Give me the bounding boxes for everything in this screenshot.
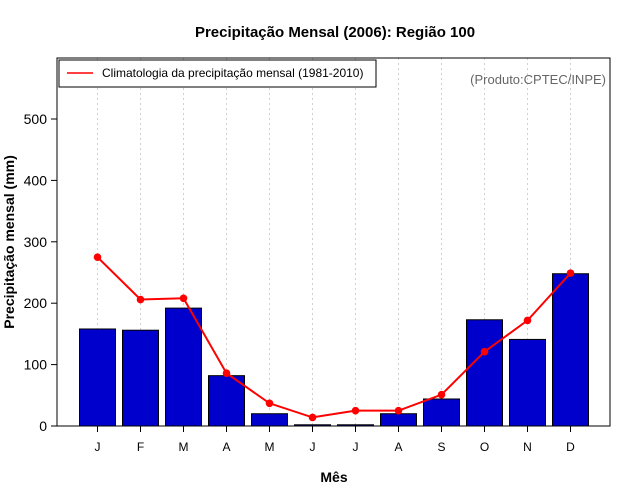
- legend: Climatologia da precipitação mensal (198…: [58, 59, 377, 88]
- bar-10: [466, 319, 503, 427]
- bar-9: [423, 398, 460, 427]
- x-tick-label-7: J: [353, 440, 359, 454]
- bar-4: [208, 375, 245, 427]
- climatology-series: [93, 253, 575, 422]
- y-tick-label-200: 200: [24, 295, 48, 311]
- climatology-line: [96, 256, 572, 419]
- climatology-point-2: [136, 295, 145, 304]
- climatology-point-4: [222, 369, 231, 377]
- x-tick-label-11: N: [523, 440, 532, 454]
- y-axis: 0 100 200 300 400 500: [24, 111, 57, 434]
- climatology-point-9: [437, 390, 446, 399]
- x-tick-label-8: A: [394, 440, 402, 454]
- bar-12: [552, 273, 589, 427]
- bar-8: [380, 413, 417, 427]
- x-tick-label-10: O: [480, 440, 489, 454]
- climatology-point-12: [566, 269, 575, 277]
- chart-title: Precipitação Mensal (2006): Região 100: [195, 24, 475, 41]
- bar-2: [122, 329, 159, 427]
- bar-5: [251, 413, 288, 427]
- bar-series: [79, 273, 589, 427]
- bar-3: [165, 307, 202, 427]
- x-tick-label-9: S: [437, 440, 445, 454]
- legend-label: Climatologia da precipitação mensal (198…: [102, 66, 363, 80]
- climatology-point-1: [93, 253, 102, 261]
- y-axis-title: Precipitação mensal (mm): [1, 155, 17, 329]
- legend-box: [58, 59, 377, 88]
- climatology-point-7: [351, 406, 360, 415]
- x-tick-label-4: A: [222, 440, 230, 454]
- x-tick-label-5: M: [265, 440, 275, 454]
- y-tick-label-400: 400: [24, 172, 48, 188]
- climatology-point-3: [179, 294, 188, 303]
- climatology-point-8: [394, 406, 403, 415]
- y-tick-label-500: 500: [24, 111, 48, 127]
- y-tick-label-0: 0: [39, 418, 47, 434]
- bar-11: [509, 338, 546, 427]
- climatology-point-5: [265, 399, 274, 408]
- climatology-point-10: [480, 347, 489, 356]
- climatology-point-11: [523, 316, 532, 325]
- source-annotation: (Produto:CPTEC/INPE): [470, 72, 606, 87]
- bar-1: [79, 328, 116, 427]
- x-tick-label-2: F: [137, 440, 144, 454]
- x-axis-title: Mês: [320, 469, 347, 485]
- y-tick-label-300: 300: [24, 234, 48, 250]
- y-tick-label-100: 100: [24, 357, 48, 373]
- x-tick-label-12: D: [566, 440, 575, 454]
- climatology-point-6: [308, 413, 317, 422]
- x-tick-label-1: J: [95, 440, 101, 454]
- x-tick-label-6: J: [310, 440, 316, 454]
- x-tick-label-3: M: [179, 440, 189, 454]
